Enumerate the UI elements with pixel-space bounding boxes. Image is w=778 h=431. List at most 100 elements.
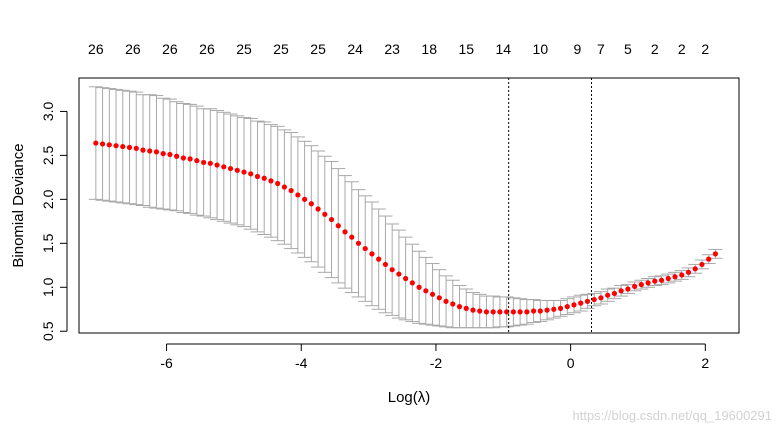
top-count-label: 26 — [199, 41, 215, 57]
top-count-label: 18 — [421, 41, 437, 57]
data-point — [389, 267, 395, 273]
x-tick-label: 2 — [701, 355, 709, 371]
top-count-label: 5 — [624, 41, 632, 57]
data-point — [510, 309, 516, 315]
data-point — [362, 245, 368, 252]
data-point — [227, 165, 234, 172]
data-point — [328, 216, 335, 223]
data-point — [376, 256, 382, 262]
data-point — [140, 147, 146, 153]
y-tick-label: 2.0 — [40, 189, 56, 209]
y-tick-label: 1.0 — [40, 277, 56, 297]
data-point — [477, 308, 483, 314]
data-point — [632, 283, 638, 289]
top-count-label: 25 — [273, 41, 289, 57]
x-tick-label: 0 — [567, 355, 575, 371]
plot-frame — [78, 77, 740, 334]
data-point — [322, 211, 328, 217]
data-point — [551, 306, 557, 312]
data-point — [658, 277, 665, 283]
top-count-label: 25 — [236, 41, 252, 57]
data-point — [504, 309, 510, 315]
top-count-label: 15 — [458, 41, 474, 57]
data-point — [302, 196, 308, 202]
watermark: https://blog.csdn.net/qq_19600291 — [572, 408, 773, 423]
data-point — [288, 187, 294, 194]
data-point — [591, 296, 597, 303]
data-point — [605, 292, 611, 298]
data-point — [416, 284, 422, 290]
data-point — [618, 288, 624, 294]
top-count-label: 2 — [701, 41, 709, 57]
data-point — [443, 298, 449, 304]
top-count-label: 26 — [125, 41, 141, 57]
top-count-label: 26 — [162, 41, 178, 57]
data-point — [126, 144, 133, 151]
x-tick-label: -2 — [430, 355, 443, 371]
data-point — [403, 275, 409, 282]
data-point — [625, 286, 631, 292]
data-point — [133, 145, 139, 151]
y-axis: 0.5 1.0 1.5 2.0 2.5 3.0 — [40, 101, 68, 341]
top-count-label: 25 — [310, 41, 326, 57]
top-count-label: 9 — [573, 41, 581, 57]
data-point — [93, 140, 99, 146]
data-point — [295, 192, 301, 198]
data-point — [423, 288, 429, 294]
data-point — [369, 251, 375, 257]
data-point — [99, 141, 106, 147]
data-point — [537, 308, 543, 314]
data-point — [456, 304, 463, 310]
data-point — [120, 143, 126, 150]
top-count-label: 2 — [678, 41, 686, 57]
x-axis-label: Log(λ) — [388, 389, 431, 406]
reference-lines — [508, 78, 593, 333]
data-point — [200, 159, 207, 166]
data-point — [281, 184, 288, 190]
top-count-label: 14 — [495, 41, 511, 57]
data-point — [665, 275, 671, 282]
data-point — [450, 301, 456, 307]
data-point — [241, 169, 247, 175]
data-point — [436, 295, 442, 301]
data-point — [214, 162, 220, 168]
x-tick-label: -4 — [295, 355, 308, 371]
data-point — [463, 305, 469, 311]
data-point — [409, 280, 415, 286]
data-point — [645, 280, 651, 286]
data-point — [106, 142, 112, 148]
data-point — [578, 300, 584, 306]
data-point — [530, 308, 537, 314]
data-point — [194, 158, 200, 164]
data-point — [355, 240, 362, 246]
y-tick-label: 2.5 — [40, 145, 56, 165]
data-point — [275, 180, 281, 187]
x-axis: -6 -4 -2 0 2 — [160, 343, 709, 371]
data-point — [261, 175, 267, 181]
top-count-label: 10 — [533, 41, 549, 57]
top-count-label: 24 — [347, 41, 363, 57]
data-point — [268, 178, 274, 184]
data-point — [396, 271, 402, 277]
data-point — [497, 309, 503, 315]
y-axis-label: Binomial Deviance — [10, 143, 27, 267]
x-tick-label: -6 — [160, 355, 173, 371]
data-point — [712, 251, 719, 257]
data-point — [692, 266, 698, 272]
data-point — [221, 164, 227, 170]
data-point — [335, 223, 341, 229]
data-point — [349, 234, 355, 240]
data-point — [470, 307, 476, 313]
y-tick-label: 1.5 — [40, 233, 56, 253]
data-point — [147, 148, 153, 154]
data-point — [160, 151, 166, 157]
data-points — [93, 140, 719, 315]
data-point — [248, 171, 254, 177]
data-point — [234, 167, 240, 173]
data-point — [187, 156, 193, 162]
data-point — [611, 290, 618, 297]
data-point — [564, 304, 570, 310]
top-count-label: 26 — [88, 41, 104, 57]
data-point — [652, 278, 658, 284]
